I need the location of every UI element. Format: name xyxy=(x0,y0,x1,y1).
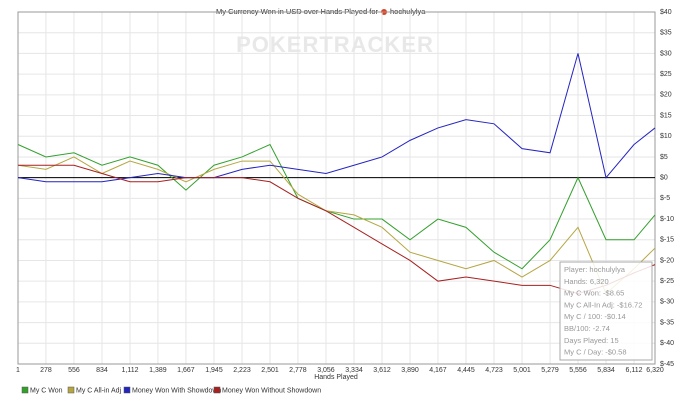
series-line xyxy=(17,53,656,183)
x-tick-label: 278 xyxy=(40,367,52,374)
tooltip-line: My C / 100: -$0.14 xyxy=(564,312,626,321)
x-tick-label: 2,501 xyxy=(261,367,279,374)
tooltip-line: Hands: 6,320 xyxy=(564,277,609,286)
x-tick-label: 4,723 xyxy=(485,367,503,374)
x-tick-label: 834 xyxy=(96,367,108,374)
x-tick-label: 5,279 xyxy=(541,367,559,374)
tooltip-line: Days Played: 15 xyxy=(564,336,619,345)
x-tick-label: 3,334 xyxy=(345,367,363,374)
x-tick-label: 6,320 xyxy=(646,367,664,374)
x-tick-label: 4,445 xyxy=(457,367,475,374)
x-tick-label: 4,167 xyxy=(429,367,447,374)
x-tick-label: 1,945 xyxy=(205,367,223,374)
y-tick-label: $-10 xyxy=(660,216,674,223)
x-tick-label: 1,389 xyxy=(149,367,167,374)
y-tick-label: $10 xyxy=(660,133,672,140)
y-tick-label: $-15 xyxy=(660,237,674,244)
tooltip-line: My C All-In Adj: -$16.72 xyxy=(564,300,642,309)
y-tick-label: $15 xyxy=(660,112,672,119)
y-tick-label: $-30 xyxy=(660,299,674,306)
y-tick-label: $5 xyxy=(660,154,668,161)
x-tick-label: 1,667 xyxy=(177,367,195,374)
x-tick-label: 3,890 xyxy=(401,367,419,374)
watermark: POKERTRACKER xyxy=(236,32,434,57)
x-tick-label: 5,834 xyxy=(597,367,615,374)
x-tick-label: 3,612 xyxy=(373,367,391,374)
x-tick-label: 3,056 xyxy=(317,367,335,374)
x-tick-label: 5,556 xyxy=(569,367,587,374)
tooltip-line: My C / Day: -$0.58 xyxy=(564,348,627,357)
y-tick-label: $30 xyxy=(660,50,672,57)
legend-label: My C All-in Adj xyxy=(76,387,122,394)
y-tick-label: $-5 xyxy=(660,195,670,202)
legend-swatch xyxy=(123,386,131,394)
legend-swatch xyxy=(67,386,75,394)
x-tick-label: 5,001 xyxy=(513,367,531,374)
legend-label: Money Won With Showdown xyxy=(132,387,221,394)
y-tick-label: $-25 xyxy=(660,278,674,285)
y-tick-label: $-35 xyxy=(660,319,674,326)
x-tick-label: 1 xyxy=(16,367,20,374)
x-tick-label: 1,112 xyxy=(121,367,138,374)
y-tick-label: $-45 xyxy=(660,361,674,368)
plot-background xyxy=(17,11,656,365)
series-line xyxy=(17,156,656,295)
legend-swatch xyxy=(213,386,221,394)
series-line xyxy=(17,143,656,270)
player-name: hochulylya xyxy=(390,7,426,16)
x-axis-label: Hands Played xyxy=(314,374,358,381)
legend-label: My C Won xyxy=(30,387,63,394)
legend-label: Money Won Without Showdown xyxy=(222,387,321,394)
tooltip-line: Player: hochulylya xyxy=(564,265,626,274)
y-tick-label: $35 xyxy=(660,30,672,37)
series-line xyxy=(18,164,656,295)
plot-frame xyxy=(17,11,656,365)
y-tick-label: $40 xyxy=(660,9,672,16)
y-tick-label: $-20 xyxy=(660,257,674,264)
x-tick-label: 2,778 xyxy=(289,367,307,374)
tooltip-line: BB/100: -2.74 xyxy=(564,324,610,333)
y-tick-label: $20 xyxy=(660,92,672,99)
y-tick-label: $0 xyxy=(660,174,668,181)
x-tick-label: 2,223 xyxy=(233,367,251,374)
x-tick-label: 6,112 xyxy=(626,367,643,374)
tooltip-line: My C Won: -$8.65 xyxy=(564,289,624,298)
legend-swatch xyxy=(21,386,29,394)
x-tick-label: 556 xyxy=(68,367,80,374)
y-tick-label: $25 xyxy=(660,71,672,78)
tooltip-box xyxy=(559,261,653,361)
chart-title: My Currency Won in USD over Hands Played… xyxy=(216,7,379,16)
y-tick-label: $-40 xyxy=(660,340,674,347)
